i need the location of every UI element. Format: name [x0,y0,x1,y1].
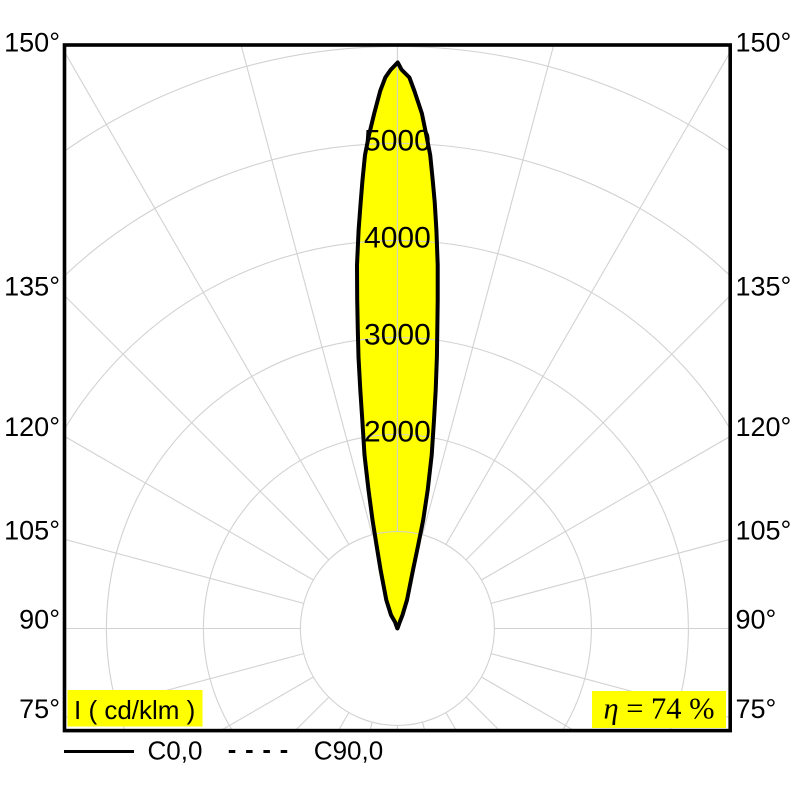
svg-text:105°: 105° [736,515,792,545]
svg-text:90°: 90° [19,605,60,635]
svg-text:3000: 3000 [364,319,431,352]
svg-text:I ( cd/klm ): I ( cd/klm ) [74,695,195,725]
svg-text:120°: 120° [4,412,60,442]
svg-text:2000: 2000 [364,416,431,449]
svg-text:5000: 5000 [364,125,431,158]
svg-text:4000: 4000 [364,222,431,255]
svg-text:75°: 75° [736,694,777,724]
svg-text:75°: 75° [19,694,60,724]
svg-text:150°: 150° [736,28,792,58]
svg-text:90°: 90° [736,605,777,635]
svg-text:C90,0: C90,0 [314,736,383,766]
svg-text:135°: 135° [4,272,60,302]
svg-text:105°: 105° [4,515,60,545]
svg-text:η = 74 %: η = 74 % [603,692,714,726]
svg-text:135°: 135° [736,272,792,302]
svg-text:120°: 120° [736,412,792,442]
svg-text:C0,0: C0,0 [148,736,203,766]
svg-text:150°: 150° [4,28,60,58]
